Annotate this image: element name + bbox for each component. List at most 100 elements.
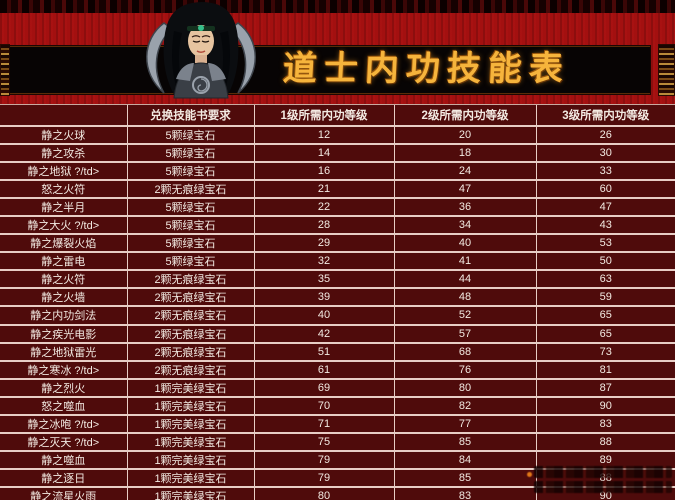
table-cell-lv3: 65 xyxy=(535,323,675,343)
table-cell-lv3: 47 xyxy=(535,197,675,217)
table-cell-requirement: 5颗绿宝石 xyxy=(126,143,254,163)
table-cell-lv2: 18 xyxy=(393,143,536,163)
table-row: 静之半月 5颗绿宝石 22 36 47 xyxy=(0,197,675,217)
column-header-skill xyxy=(0,104,127,126)
table-cell-lv1: 71 xyxy=(253,413,394,433)
table-row: 静之爆裂火焰 5颗绿宝石 29 40 53 xyxy=(0,233,675,253)
table-cell-lv1: 69 xyxy=(253,377,394,397)
table-cell-requirement: 2颗无痕绿宝石 xyxy=(126,179,254,199)
right-horn-icon xyxy=(228,22,256,94)
table-cell-lv1: 70 xyxy=(253,395,394,415)
table-cell-requirement: 5颗绿宝石 xyxy=(126,197,254,217)
table-cell-lv1: 51 xyxy=(253,341,394,361)
watermark-line xyxy=(534,466,672,478)
table-cell-lv3: 50 xyxy=(535,251,675,271)
armor-emblem-icon xyxy=(192,76,210,94)
table-cell-lv2: 20 xyxy=(393,124,536,145)
watermark-line xyxy=(534,481,672,493)
table-cell-skill: 静之内功剑法 xyxy=(0,305,127,325)
table-cell-lv2: 68 xyxy=(393,341,536,361)
table-cell-skill: 静之攻杀 xyxy=(0,143,127,163)
table-cell-skill: 静之雷电 xyxy=(0,251,127,271)
table-row: 静之攻杀 5颗绿宝石 14 18 30 xyxy=(0,143,675,163)
table-cell-lv3: 90 xyxy=(535,395,675,415)
table-cell-lv2: 80 xyxy=(393,377,536,397)
table-cell-skill: 静之火墙 xyxy=(0,287,127,307)
headband-gem-icon xyxy=(198,25,204,31)
table-cell-lv2: 77 xyxy=(393,413,536,433)
table-cell-lv3: 53 xyxy=(535,233,675,253)
table-row: 静之火墙 2颗无痕绿宝石 39 48 59 xyxy=(0,287,675,307)
face xyxy=(188,25,214,57)
table-cell-lv2: 82 xyxy=(393,395,536,415)
column-header-lv3: 3级所需内功等级 xyxy=(535,104,675,126)
table-cell-requirement: 5颗绿宝石 xyxy=(126,215,254,235)
table-cell-requirement: 2颗无痕绿宝石 xyxy=(126,341,254,361)
table-row: 静之冰咆 ?/td> 1颗完美绿宝石 71 77 83 xyxy=(0,413,675,433)
eyes xyxy=(192,40,210,43)
table-cell-lv3: 30 xyxy=(535,143,675,163)
table-cell-requirement: 1颗完美绿宝石 xyxy=(126,485,254,500)
table-cell-lv1: 40 xyxy=(253,305,394,325)
table-cell-requirement: 5颗绿宝石 xyxy=(126,251,254,271)
column-header-lv2: 2级所需内功等级 xyxy=(393,104,536,126)
table-cell-skill: 静之地狱 ?/td> xyxy=(0,161,127,181)
table-row: 静之地狱雷光 2颗无痕绿宝石 51 68 73 xyxy=(0,341,675,361)
table-cell-lv3: 83 xyxy=(535,413,675,433)
armor-emblem-swirl xyxy=(197,78,208,92)
table-cell-skill: 静之火符 xyxy=(0,269,127,289)
table-cell-requirement: 5颗绿宝石 xyxy=(126,161,254,181)
table-cell-requirement: 2颗无痕绿宝石 xyxy=(126,269,254,289)
table-row: 静之烈火 1颗完美绿宝石 69 80 87 xyxy=(0,377,675,397)
table-cell-lv2: 83 xyxy=(393,485,536,500)
column-header-requirement: 兑换技能书要求 xyxy=(126,104,254,126)
table-cell-skill: 静之噬血 xyxy=(0,449,127,469)
table-cell-requirement: 2颗无痕绿宝石 xyxy=(126,323,254,343)
table-cell-lv3: 43 xyxy=(535,215,675,235)
left-horn-icon xyxy=(146,22,174,94)
table-cell-requirement: 2颗无痕绿宝石 xyxy=(126,359,254,379)
table-cell-skill: 静之逐日 xyxy=(0,467,127,487)
page-title: 道士内功技能表 xyxy=(281,49,572,89)
table-cell-lv1: 32 xyxy=(253,251,394,271)
table-cell-lv2: 41 xyxy=(393,251,536,271)
table-cell-lv2: 34 xyxy=(393,215,536,235)
table-row: 静之火球 5颗绿宝石 12 20 26 xyxy=(0,124,675,145)
table-cell-skill: 怒之火符 xyxy=(0,179,127,199)
table-row: 静之疾光电影 2颗无痕绿宝石 42 57 65 xyxy=(0,323,675,343)
table-row: 静之灭天 ?/td> 1颗完美绿宝石 75 85 88 xyxy=(0,431,675,451)
table-cell-skill: 静之灭天 ?/td> xyxy=(0,431,127,451)
table-cell-lv2: 76 xyxy=(393,359,536,379)
table-cell-lv1: 35 xyxy=(253,269,394,289)
table-cell-skill: 静之疾光电影 xyxy=(0,323,127,343)
table-cell-lv1: 75 xyxy=(253,431,394,451)
table-header-row: 兑换技能书要求 1级所需内功等级 2级所需内功等级 3级所需内功等级 xyxy=(0,104,675,126)
table-cell-lv3: 63 xyxy=(535,269,675,289)
top-border-strip xyxy=(0,0,675,13)
table-cell-lv2: 44 xyxy=(393,269,536,289)
table-cell-skill: 静之烈火 xyxy=(0,377,127,397)
table-cell-lv1: 12 xyxy=(253,124,394,145)
table-cell-skill: 静之大火 ?/td> xyxy=(0,215,127,235)
table-cell-lv1: 79 xyxy=(253,467,394,487)
table-cell-skill: 静之流星火雨 xyxy=(0,485,127,500)
table-row: 静之火符 2颗无痕绿宝石 35 44 63 xyxy=(0,269,675,289)
table-cell-requirement: 2颗无痕绿宝石 xyxy=(126,305,254,325)
taoist-character-portrait xyxy=(146,2,256,99)
skill-table-container: 兑换技能书要求 1级所需内功等级 2级所需内功等级 3级所需内功等级 静之火球 5… xyxy=(0,104,675,500)
table-cell-lv1: 42 xyxy=(253,323,394,343)
table-row: 怒之噬血 1颗完美绿宝石 70 82 90 xyxy=(0,395,675,415)
table-cell-lv1: 16 xyxy=(253,161,394,181)
table-row: 静之大火 ?/td> 5颗绿宝石 28 34 43 xyxy=(0,215,675,235)
watermark-dot xyxy=(527,472,532,477)
watermark xyxy=(527,466,672,498)
hair-strand xyxy=(172,31,186,97)
table-cell-lv1: 22 xyxy=(253,197,394,217)
table-cell-skill: 静之火球 xyxy=(0,124,127,145)
table-cell-lv2: 48 xyxy=(393,287,536,307)
table-cell-requirement: 1颗完美绿宝石 xyxy=(126,377,254,397)
table-cell-lv1: 21 xyxy=(253,179,394,199)
table-cell-lv3: 89 xyxy=(535,449,675,469)
armor-shoulder xyxy=(176,63,194,81)
table-cell-lv1: 80 xyxy=(253,485,394,500)
